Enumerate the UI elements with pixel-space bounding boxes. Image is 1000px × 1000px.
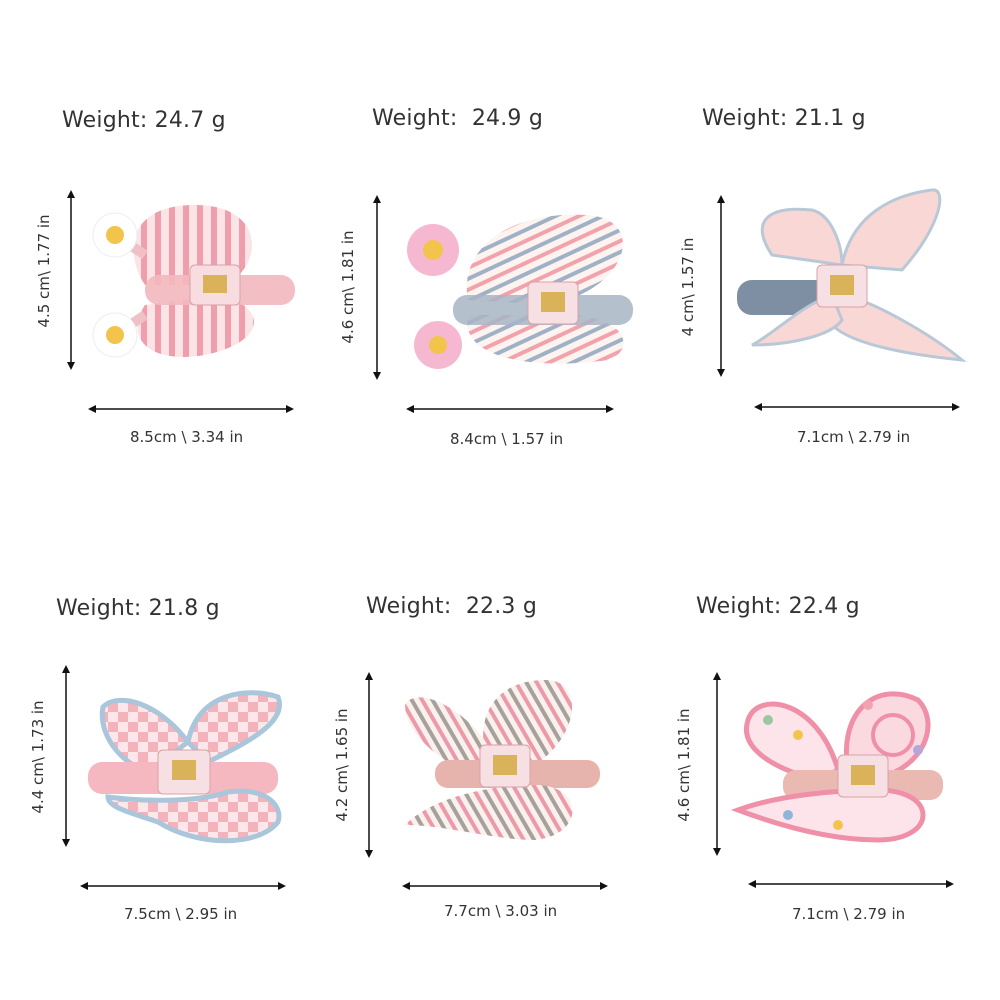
width-label: 7.5cm \ 2.95 in (124, 905, 238, 923)
width-arrow (748, 880, 954, 888)
width-arrow (754, 403, 960, 411)
height-arrow (373, 195, 381, 380)
height-label: 4.6 cm\ 1.81 in (675, 708, 693, 822)
height-arrow (717, 195, 725, 377)
height-arrow (365, 672, 373, 858)
width-arrow (80, 882, 286, 890)
butterfly-claw-clip-image (88, 690, 283, 844)
width-label: 7.1cm \ 2.79 in (797, 428, 911, 446)
width-label: 7.7cm \ 3.03 in (444, 902, 558, 920)
height-arrow (713, 672, 721, 856)
height-label: 4 cm\ 1.57 in (679, 237, 697, 337)
height-arrow (67, 190, 75, 370)
weight-label: Weight: 24.7 g (62, 108, 226, 133)
height-label: 4.4 cm\ 1.73 in (29, 700, 47, 814)
butterfly-claw-clip-image (405, 680, 600, 840)
height-label: 4.5 cm\ 1.77 in (35, 214, 53, 328)
height-arrow (62, 665, 70, 847)
width-arrow (406, 405, 614, 413)
butterfly-claw-clip-image (92, 205, 295, 358)
width-label: 7.1cm \ 2.79 in (792, 905, 906, 923)
width-label: 8.4cm \ 1.57 in (450, 430, 564, 448)
weight-label: Weight: 22.4 g (696, 594, 860, 619)
butterfly-claw-clip-image (407, 214, 633, 369)
butterfly-claw-clip-image (737, 188, 967, 362)
weight-label: Weight: 22.3 g (366, 594, 537, 619)
width-label: 8.5cm \ 3.34 in (130, 428, 244, 446)
width-arrow (88, 405, 294, 413)
height-label: 4.2 cm\ 1.65 in (333, 708, 351, 822)
height-label: 4.6 cm\ 1.81 in (339, 230, 357, 344)
weight-label: Weight: 21.8 g (56, 596, 220, 621)
weight-label: Weight: 21.1 g (702, 106, 866, 131)
weight-label: Weight: 24.9 g (372, 106, 543, 131)
butterfly-claw-clip-image (730, 691, 943, 843)
width-arrow (402, 882, 608, 890)
